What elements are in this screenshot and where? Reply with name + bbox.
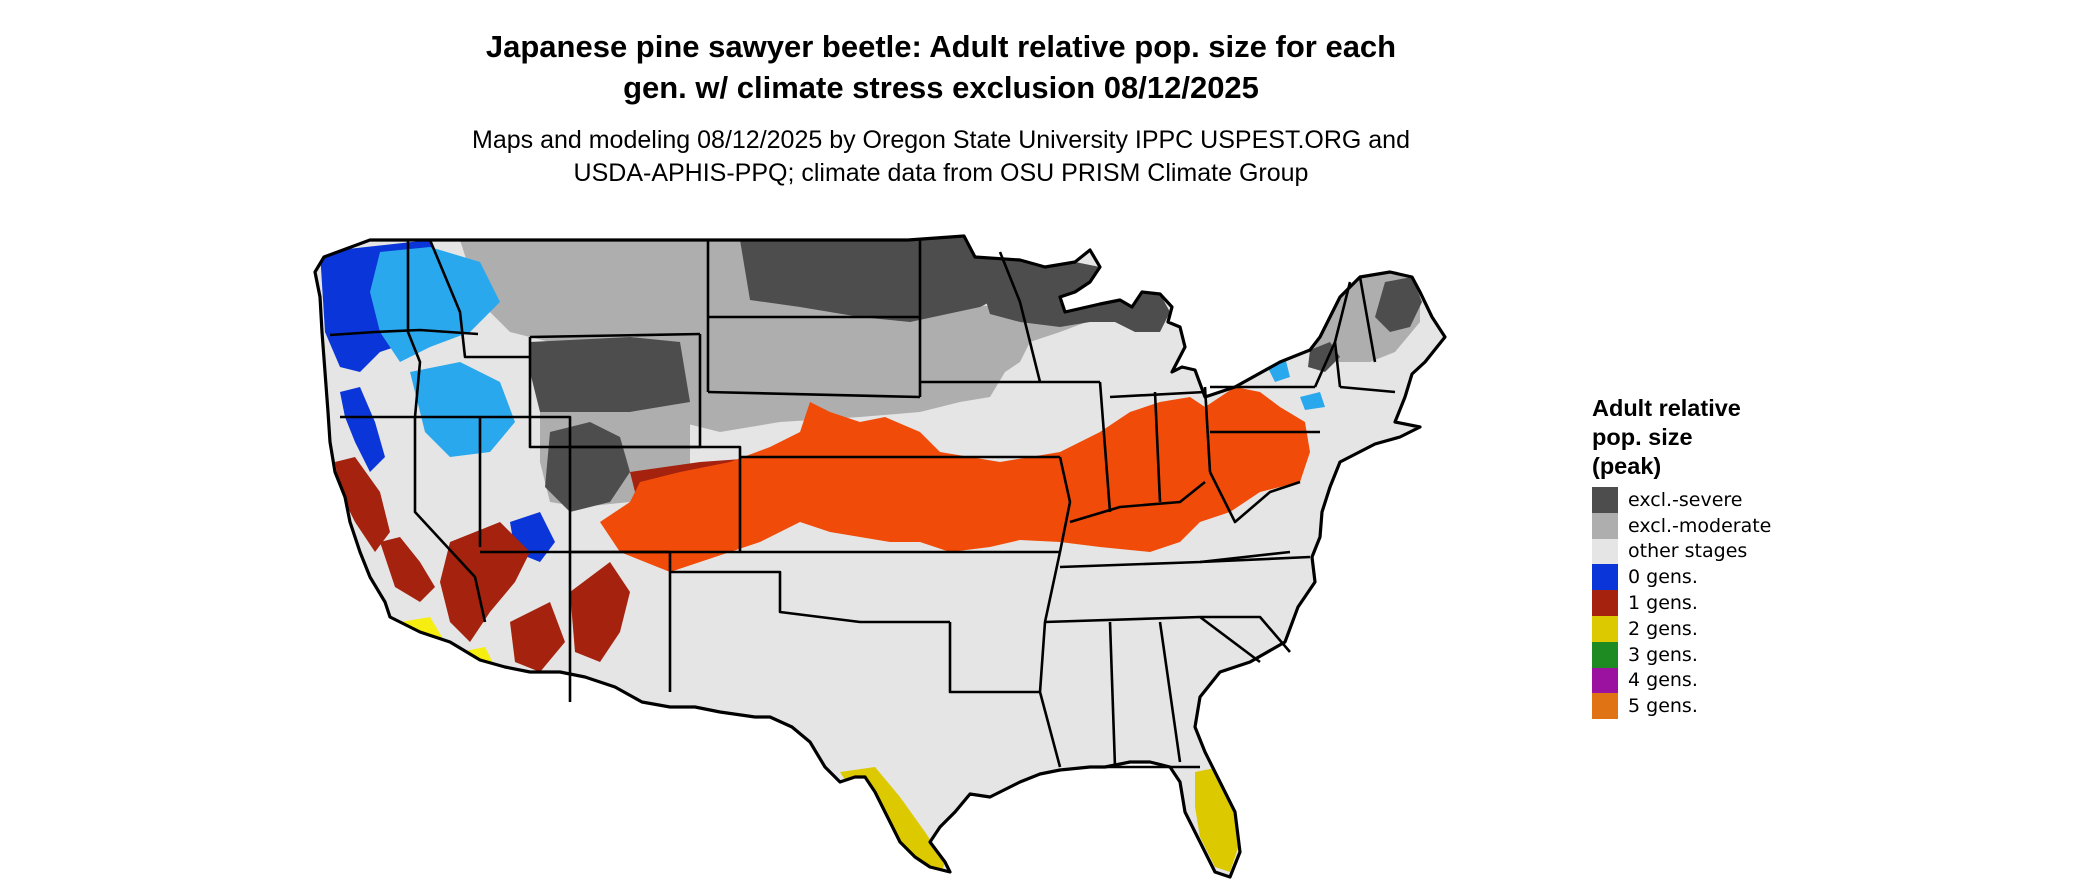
legend-swatch bbox=[1592, 590, 1618, 616]
region-excl-severe-maine bbox=[1375, 277, 1422, 332]
legend-title-line-1: Adult relative bbox=[1592, 395, 1741, 421]
border-ga-sc bbox=[1199, 615, 1261, 664]
legend-swatch bbox=[1592, 641, 1618, 668]
legend-title-line-2: pop. size bbox=[1592, 424, 1693, 450]
region-0-gens-california-sierra bbox=[340, 387, 385, 472]
legend-label: excl.-moderate bbox=[1628, 514, 1772, 537]
region-0-gens-oregon-washington-interior bbox=[370, 247, 500, 362]
title-line-1: Japanese pine sawyer beetle: Adult relat… bbox=[485, 29, 1397, 64]
legend-label: 4 gens. bbox=[1628, 669, 1698, 692]
legend-title-line-3: (peak) bbox=[1592, 453, 1662, 479]
border-il-in bbox=[1098, 381, 1112, 513]
region-1-gens-new-mexico-south bbox=[510, 602, 565, 672]
state-borders bbox=[329, 239, 1396, 769]
region-1-gens-southern-band bbox=[600, 387, 1310, 572]
legend-swatch bbox=[1592, 667, 1618, 694]
legend-item-3-gens: 3 gens. bbox=[1592, 641, 1771, 668]
raster-layer bbox=[315, 236, 1445, 877]
region-0-gens-pennsylvania bbox=[1300, 392, 1325, 410]
legend-label: 3 gens. bbox=[1628, 643, 1698, 666]
legend-item-excl-moderate: excl.-moderate bbox=[1592, 512, 1772, 539]
border-ms-al bbox=[1108, 621, 1117, 768]
map-title: Japanese pine sawyer beetle: Adult relat… bbox=[0, 26, 1882, 108]
border-az-nm bbox=[480, 550, 670, 702]
title-line-2: gen. w/ climate stress exclusion 08/12/2… bbox=[623, 70, 1259, 105]
region-1-gens-california-south bbox=[380, 537, 435, 602]
legend-item-4-gens: 4 gens. bbox=[1592, 667, 1771, 694]
legend-swatch bbox=[1592, 512, 1618, 539]
border-oh-pa bbox=[1203, 386, 1212, 473]
legend-items: excl.-severe excl.-moderate other stages… bbox=[1592, 487, 1772, 720]
border-ky-north bbox=[1069, 480, 1206, 524]
legend-label: 2 gens. bbox=[1628, 617, 1698, 640]
legend-swatch bbox=[1592, 564, 1618, 591]
legend-label: excl.-severe bbox=[1628, 488, 1743, 511]
region-excl-severe-wyoming bbox=[530, 337, 690, 412]
border-ca-nv bbox=[413, 417, 487, 623]
legend-item-excl-severe: excl.-severe bbox=[1592, 487, 1771, 513]
border-va-nc bbox=[1199, 555, 1311, 564]
border-sd-ne bbox=[707, 390, 921, 399]
border-ar-la bbox=[948, 622, 1040, 694]
border-ms-river bbox=[1038, 551, 1062, 768]
legend-item-2-gens: 2 gens. bbox=[1592, 615, 1771, 642]
legend-title: Adult relative pop. size (peak) bbox=[1592, 394, 1771, 481]
border-wa-or bbox=[329, 328, 479, 337]
border-mn-wi bbox=[998, 251, 1042, 383]
map-legend: Adult relative pop. size (peak) excl.-se… bbox=[1592, 394, 1772, 720]
legend-item-1-gens: 1 gens. bbox=[1592, 590, 1771, 616]
legend-label: 5 gens. bbox=[1628, 695, 1698, 718]
map-subtitle: Maps and modeling 08/12/2025 by Oregon S… bbox=[0, 124, 1882, 190]
region-1-gens-texas-west bbox=[570, 562, 630, 662]
legend-label: 0 gens. bbox=[1628, 566, 1698, 589]
border-id-west bbox=[406, 240, 422, 418]
region-excl-severe-dakotas-minnesota bbox=[740, 236, 1045, 322]
border-al-ga bbox=[1158, 621, 1182, 763]
border-nc-sc bbox=[1200, 615, 1291, 653]
border-mi-oh bbox=[1109, 390, 1206, 399]
region-excl-moderate-plains bbox=[660, 300, 1100, 432]
border-ut-co bbox=[480, 415, 572, 552]
border-ok-tx bbox=[670, 570, 950, 624]
border-in-oh bbox=[1153, 391, 1162, 503]
legend-item-5-gens: 5 gens. bbox=[1592, 693, 1771, 720]
legend-swatch bbox=[1592, 693, 1618, 720]
us-map bbox=[313, 234, 1447, 879]
region-1-gens-california-central bbox=[335, 457, 390, 552]
border-tn-south bbox=[1044, 615, 1201, 624]
region-2-gens-florida bbox=[1195, 767, 1240, 872]
legend-swatch bbox=[1592, 615, 1618, 642]
subtitle-line-2: USDA-APHIS-PPQ; climate data from OSU PR… bbox=[573, 159, 1309, 187]
subtitle-line-1: Maps and modeling 08/12/2025 by Oregon S… bbox=[472, 126, 1410, 154]
legend-item-0-gens: 0 gens. bbox=[1592, 564, 1771, 591]
border-mt-wy bbox=[529, 332, 701, 339]
region-excl-severe-colorado-rockies bbox=[545, 422, 630, 512]
legend-label: 1 gens. bbox=[1628, 592, 1698, 615]
legend-label: other stages bbox=[1628, 540, 1748, 563]
border-mo-east bbox=[1058, 456, 1072, 553]
legend-swatch bbox=[1592, 487, 1618, 513]
border-va-wv bbox=[1208, 471, 1301, 524]
border-id-mt bbox=[428, 239, 530, 359]
legend-swatch bbox=[1592, 538, 1618, 565]
region-0-gens-great-basin bbox=[410, 362, 515, 457]
legend-item-other-stages: other stages bbox=[1592, 538, 1771, 565]
border-new-england bbox=[1313, 276, 1396, 394]
